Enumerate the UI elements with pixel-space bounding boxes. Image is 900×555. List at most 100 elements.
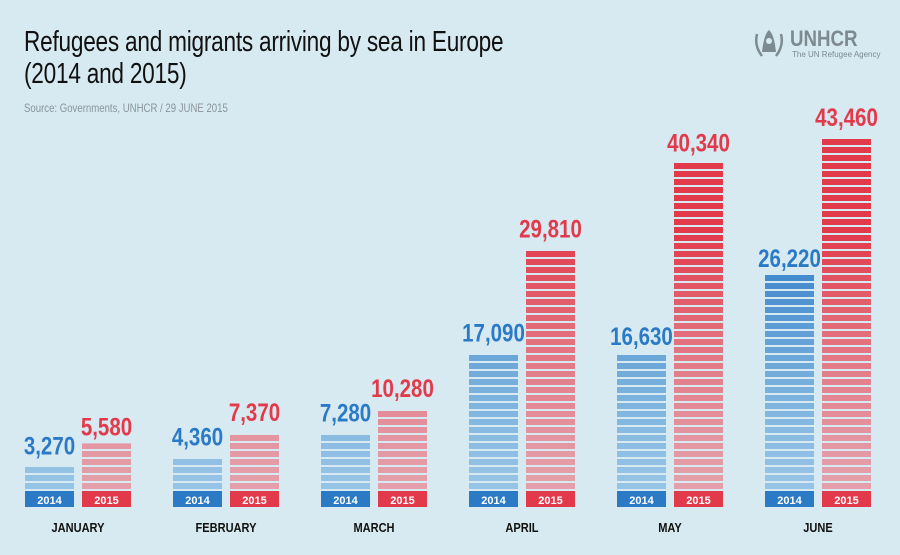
bar-stripe bbox=[765, 299, 814, 305]
bar-stripe bbox=[674, 427, 723, 433]
year-box bbox=[822, 491, 871, 507]
value-label: 7,280 bbox=[320, 399, 371, 427]
bar-stripe bbox=[674, 291, 723, 297]
bar-stripe bbox=[617, 435, 666, 441]
year-label: 2014 bbox=[481, 495, 506, 507]
bar-stripe bbox=[822, 283, 871, 289]
value-label: 16,630 bbox=[610, 322, 673, 350]
bar-2014-june bbox=[765, 275, 814, 489]
year-label: 2015 bbox=[242, 495, 266, 507]
year-label: 2015 bbox=[94, 495, 118, 507]
bar-stripe bbox=[822, 411, 871, 417]
bar-stripe bbox=[822, 267, 871, 273]
bar-stripe bbox=[822, 323, 871, 329]
bar-stripe bbox=[765, 371, 814, 377]
bar-stripe bbox=[765, 283, 814, 289]
bar-stripe bbox=[822, 435, 871, 441]
bar-stripe bbox=[765, 387, 814, 393]
bar-stripe bbox=[822, 459, 871, 465]
bar-stripe bbox=[765, 451, 814, 457]
bar-stripe bbox=[822, 243, 871, 249]
bar-stripe bbox=[822, 235, 871, 241]
year-box bbox=[469, 491, 518, 507]
bar-stripe bbox=[674, 267, 723, 273]
bar-stripe bbox=[822, 307, 871, 313]
bar-stripe bbox=[765, 443, 814, 449]
bar-stripe bbox=[82, 475, 131, 481]
bar-stripe bbox=[674, 475, 723, 481]
bar-stripe bbox=[617, 371, 666, 377]
bar-stripe bbox=[617, 419, 666, 425]
bar-stripe bbox=[469, 387, 518, 393]
bar-2015-february bbox=[230, 435, 279, 489]
bar-stripe bbox=[82, 483, 131, 489]
bar-stripe bbox=[469, 363, 518, 369]
month-label: JUNE bbox=[803, 520, 832, 535]
bar-stripe bbox=[674, 435, 723, 441]
bar-stripe bbox=[674, 219, 723, 225]
bar-stripe bbox=[674, 419, 723, 425]
bar-stripe bbox=[617, 379, 666, 385]
bar-stripe bbox=[526, 403, 575, 409]
bar-stripe bbox=[765, 379, 814, 385]
bar-stripe bbox=[378, 475, 427, 481]
bar-stripe bbox=[230, 475, 279, 481]
bar-stripe bbox=[674, 403, 723, 409]
bar-stripe bbox=[230, 483, 279, 489]
bar-2014-january bbox=[25, 467, 74, 489]
bar-stripe bbox=[526, 355, 575, 361]
bar-stripe bbox=[378, 451, 427, 457]
year-label: 2014 bbox=[37, 495, 62, 507]
bar-stripe bbox=[822, 299, 871, 305]
bar-stripe bbox=[674, 227, 723, 233]
bar-stripe bbox=[469, 443, 518, 449]
bar-stripe bbox=[617, 443, 666, 449]
bar-stripe bbox=[526, 283, 575, 289]
bar-stripe bbox=[765, 411, 814, 417]
bar-stripe bbox=[617, 387, 666, 393]
bar-2014-march bbox=[321, 435, 370, 489]
bar-stripe bbox=[321, 483, 370, 489]
bar-stripe bbox=[674, 379, 723, 385]
bar-stripe bbox=[617, 467, 666, 473]
bar-stripe bbox=[173, 475, 222, 481]
bar-stripe bbox=[526, 331, 575, 337]
value-label: 29,810 bbox=[519, 215, 582, 243]
bar-stripe bbox=[378, 419, 427, 425]
bar-stripe bbox=[674, 467, 723, 473]
bar-stripe bbox=[822, 355, 871, 361]
bar-stripe bbox=[765, 307, 814, 313]
bar-stripe bbox=[321, 435, 370, 441]
bar-stripe bbox=[674, 171, 723, 177]
bar-stripe bbox=[674, 411, 723, 417]
year-label: 2014 bbox=[185, 495, 210, 507]
bar-stripe bbox=[822, 171, 871, 177]
bar-stripe bbox=[617, 411, 666, 417]
year-label: 2014 bbox=[333, 495, 358, 507]
bar-stripe bbox=[822, 363, 871, 369]
bar-stripe bbox=[674, 323, 723, 329]
bar-stripe bbox=[469, 475, 518, 481]
bar-stripe bbox=[378, 483, 427, 489]
bar-stripe bbox=[526, 339, 575, 345]
bar-stripe bbox=[822, 395, 871, 401]
bar-stripe bbox=[230, 459, 279, 465]
bar-stripe bbox=[822, 315, 871, 321]
year-box bbox=[526, 491, 575, 507]
bar-stripe bbox=[674, 451, 723, 457]
bar-stripe bbox=[526, 467, 575, 473]
bar-stripe bbox=[617, 459, 666, 465]
year-box bbox=[82, 491, 131, 507]
bar-stripe bbox=[822, 467, 871, 473]
bar-stripe bbox=[674, 251, 723, 257]
bar-stripe bbox=[674, 243, 723, 249]
bar-2015-march bbox=[378, 411, 427, 489]
bar-stripe bbox=[765, 347, 814, 353]
bar-stripe bbox=[765, 435, 814, 441]
bar-stripe bbox=[674, 459, 723, 465]
bar-stripe bbox=[822, 387, 871, 393]
logo-subtitle: The UN Refugee Agency bbox=[792, 50, 881, 59]
bar-stripe bbox=[173, 483, 222, 489]
bar-stripe bbox=[469, 411, 518, 417]
